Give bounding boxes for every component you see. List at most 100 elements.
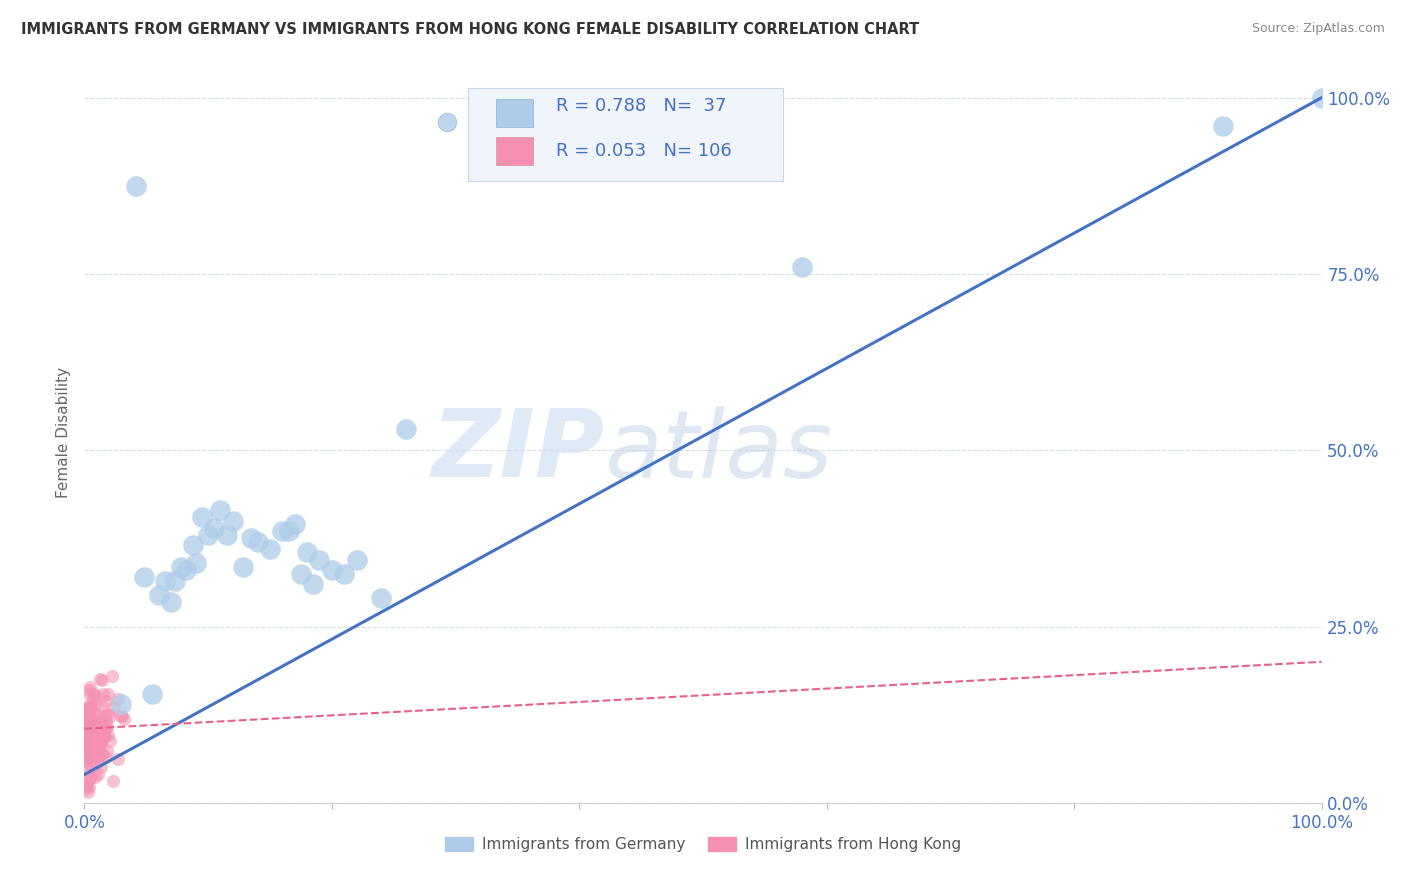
Y-axis label: Female Disability: Female Disability — [56, 367, 72, 499]
Point — [80, 735, 103, 749]
Point — [222, 514, 245, 528]
Point — [86, 767, 108, 781]
Point — [97, 707, 120, 722]
Point — [141, 686, 163, 700]
Point — [79, 698, 101, 713]
Point — [75, 722, 97, 736]
Point — [215, 528, 238, 542]
Text: R = 0.053   N= 106: R = 0.053 N= 106 — [555, 143, 731, 161]
Point — [75, 713, 97, 727]
Point — [90, 748, 112, 763]
Text: Source: ZipAtlas.com: Source: ZipAtlas.com — [1251, 22, 1385, 36]
Point — [77, 756, 100, 770]
Point — [75, 758, 97, 772]
Point — [77, 687, 100, 701]
Point — [75, 781, 97, 796]
Point — [163, 574, 186, 588]
Point — [93, 728, 115, 742]
Point — [84, 698, 107, 712]
Point — [79, 745, 101, 759]
Point — [302, 577, 325, 591]
Point — [232, 559, 254, 574]
Point — [370, 591, 392, 606]
Point — [77, 700, 100, 714]
FancyBboxPatch shape — [496, 99, 533, 127]
Point — [83, 771, 105, 785]
Point — [259, 541, 281, 556]
Point — [80, 729, 103, 743]
Text: ZIP: ZIP — [432, 405, 605, 497]
Point — [94, 729, 117, 743]
Point — [97, 728, 120, 742]
Point — [100, 669, 122, 683]
Point — [90, 737, 112, 751]
Point — [87, 715, 110, 730]
Point — [110, 709, 132, 723]
Point — [75, 721, 97, 735]
Point — [91, 673, 114, 687]
Point — [75, 725, 97, 739]
Point — [321, 563, 343, 577]
Point — [84, 749, 107, 764]
Point — [86, 748, 108, 763]
Legend: Immigrants from Germany, Immigrants from Hong Kong: Immigrants from Germany, Immigrants from… — [439, 830, 967, 858]
FancyBboxPatch shape — [468, 88, 783, 181]
Point — [77, 766, 100, 780]
Point — [94, 721, 117, 735]
Point — [76, 726, 98, 740]
Point — [174, 563, 197, 577]
Point — [91, 732, 114, 747]
Point — [89, 737, 111, 751]
Point — [77, 699, 100, 714]
Point — [89, 672, 111, 686]
Point — [395, 422, 418, 436]
Point — [91, 698, 114, 713]
Point — [98, 734, 121, 748]
Point — [103, 773, 125, 788]
Point — [83, 688, 105, 702]
Point — [75, 733, 97, 747]
Point — [77, 682, 100, 697]
Point — [107, 692, 129, 706]
Point — [91, 687, 114, 701]
Point — [87, 711, 110, 725]
Point — [75, 731, 97, 746]
Point — [79, 699, 101, 714]
Point — [181, 538, 204, 552]
Point — [77, 780, 100, 794]
Point — [79, 742, 101, 756]
Point — [76, 778, 98, 792]
Point — [103, 699, 125, 714]
Point — [77, 772, 100, 787]
Point — [80, 771, 103, 785]
Point — [333, 566, 356, 581]
Point — [436, 147, 458, 161]
Point — [295, 545, 318, 559]
Point — [94, 708, 117, 723]
Point — [125, 178, 148, 193]
Point — [83, 687, 105, 701]
Point — [346, 552, 368, 566]
Point — [76, 743, 98, 757]
Point — [308, 552, 330, 566]
Point — [160, 595, 183, 609]
Point — [246, 535, 269, 549]
Point — [209, 503, 232, 517]
Point — [76, 713, 98, 727]
Point — [202, 521, 225, 535]
Point — [79, 681, 101, 695]
Point — [76, 708, 98, 723]
Text: R = 0.788   N=  37: R = 0.788 N= 37 — [555, 97, 727, 115]
Point — [96, 719, 118, 733]
Point — [76, 723, 98, 738]
Point — [98, 709, 121, 723]
Point — [184, 556, 207, 570]
Point — [790, 260, 813, 274]
Point — [77, 748, 100, 763]
Point — [153, 574, 176, 588]
Point — [77, 706, 100, 720]
Point — [277, 524, 299, 539]
Point — [87, 708, 110, 723]
Point — [76, 724, 98, 739]
Point — [82, 710, 104, 724]
